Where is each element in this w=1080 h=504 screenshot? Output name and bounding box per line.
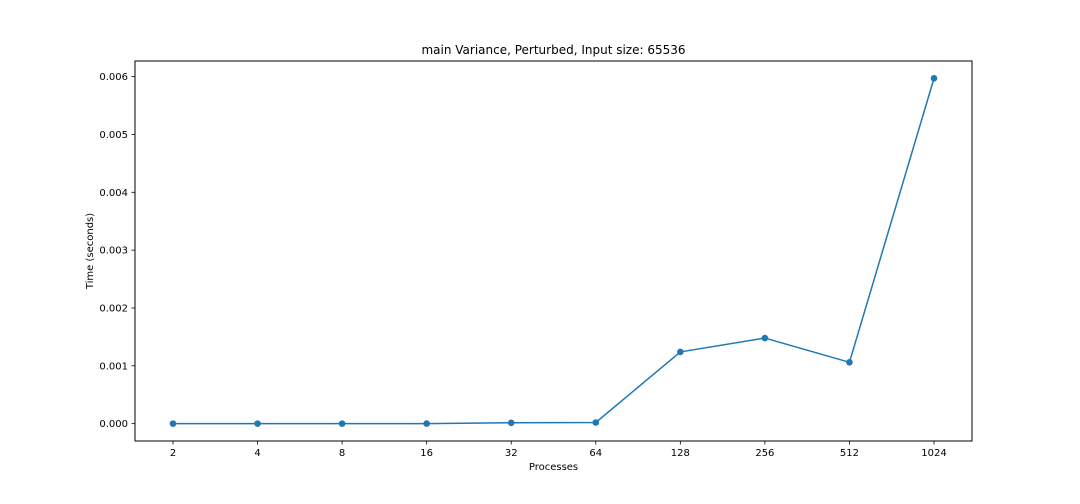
y-axis-label: Time (seconds): [85, 213, 96, 290]
y-tick-label: 0.003: [99, 246, 128, 257]
data-point: [254, 420, 261, 427]
data-point: [169, 420, 177, 427]
x-tick-label: 8: [339, 448, 345, 459]
y-tick-label: 0.006: [99, 72, 128, 83]
x-tick-label: 32: [505, 448, 518, 459]
x-tick-label: 256: [755, 448, 774, 459]
data-point: [761, 334, 769, 342]
x-tick-label: 1024: [921, 448, 946, 459]
x-tick-label: 512: [840, 448, 859, 459]
data-point: [507, 419, 515, 427]
data-point: [423, 420, 430, 427]
plot-area-frame: [134, 60, 973, 442]
chart-title: main Variance, Perturbed, Input size: 65…: [421, 43, 685, 57]
y-tick-label: 0.005: [99, 130, 128, 141]
x-tick-label: 4: [254, 448, 260, 459]
x-tick-label: 16: [420, 448, 433, 459]
data-point: [930, 75, 938, 82]
data-point: [846, 359, 853, 366]
y-tick-label: 0.002: [99, 303, 128, 314]
series-layer: [169, 75, 938, 427]
data-point: [677, 348, 684, 356]
y-tick-label: 0.001: [99, 361, 128, 372]
y-tick-label: 0.004: [99, 188, 128, 199]
x-tick-label: 128: [671, 448, 690, 459]
data-point: [592, 419, 600, 426]
x-axis-label: Processes: [529, 462, 578, 473]
x-tick-label: 2: [170, 448, 176, 459]
series-line: [173, 78, 935, 425]
x-tick-label: 64: [589, 448, 602, 459]
ticks-layer: 2 4 8 16 32 64 128 256 512 1024 0.000 0.001 0.002 0.0…: [99, 72, 946, 459]
y-tick-label: 0.000: [99, 419, 128, 430]
data-point: [338, 420, 346, 427]
